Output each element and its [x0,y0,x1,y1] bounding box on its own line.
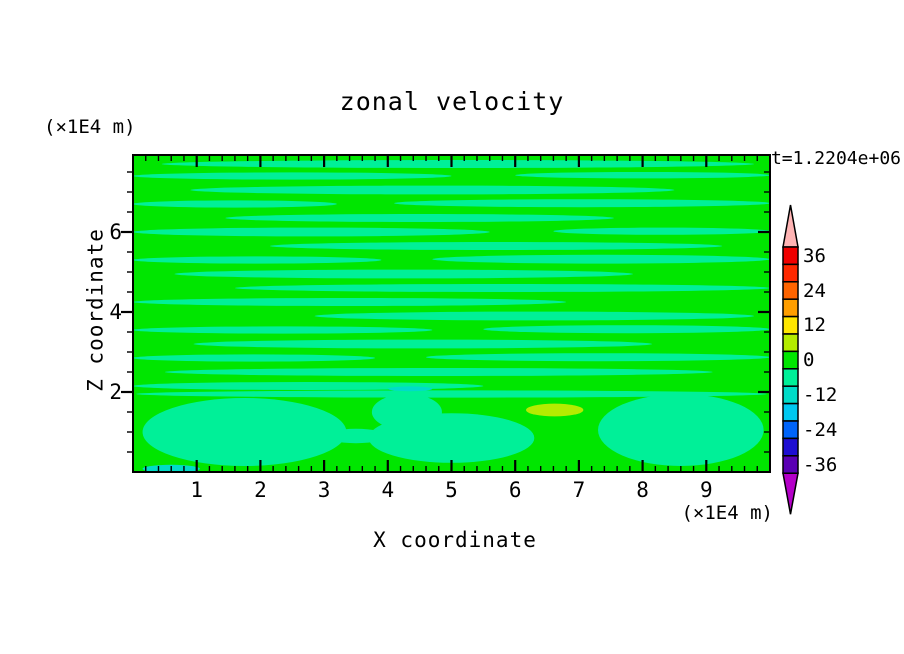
contour-band [164,368,713,376]
colorbar-tick-label: -24 [803,418,838,441]
contour-band [269,242,723,250]
colorbar-over-range-cap [782,204,799,248]
time-label: t=1.2204e+06 [770,148,901,169]
colorbar-segment [782,385,799,405]
colorbar-segment [782,315,799,335]
x-axis-title: X coordinate [373,528,537,552]
plot-title: zonal velocity [339,87,565,116]
colorbar-segment [782,246,799,266]
colorbar [782,204,799,515]
colorbar-segment [782,263,799,283]
contour-band [133,326,433,334]
colorbar-segment [782,281,799,300]
contour-band [432,254,770,264]
colorbar-segment [782,368,799,387]
colorbar-under-range-cap [782,472,799,515]
colorbar-segment [782,298,799,318]
contour-band [515,172,770,179]
contour-band [133,200,337,208]
x-tick-label: 3 [317,478,331,502]
colorbar-tick-label: 36 [803,244,826,267]
contour-band [190,185,675,195]
x-tick-label: 1 [190,478,204,502]
colorbar-segment [782,437,799,457]
contour-band [387,386,433,392]
colorbar-segment [782,350,799,370]
x-tick-label: 4 [381,478,395,502]
colorbar-segment [782,420,799,440]
x-tick-label: 7 [572,478,586,502]
contour-band [426,353,770,362]
contour-band [371,394,442,430]
contour-band [133,298,567,306]
contour-band [133,227,490,237]
contour-band [133,172,452,180]
contour-band [161,160,755,168]
x-tick-label: 5 [445,478,458,502]
contour-band [526,403,584,417]
x-tick-label: 6 [508,478,522,502]
z-tick-label: 2 [109,380,122,404]
x-axis-unit-label: (×1E4 m) [681,502,773,524]
contour-band [394,199,770,208]
colorbar-segment [782,402,799,422]
contour-band [598,394,764,466]
plot-field [133,155,770,472]
z-tick-label: 6 [109,220,122,244]
colorbar-tick-label: 12 [803,314,826,337]
axis-ticks [121,156,769,471]
contour-band [142,398,347,466]
contour-band [483,325,770,334]
x-tick-label: 9 [699,478,713,502]
z-tick-label: 4 [109,300,122,324]
plot-border [132,154,771,473]
contour-band [136,390,767,398]
contour-band [133,354,376,362]
contour-band [234,284,770,292]
contour-band [225,214,614,222]
colorbar-tick-label: -36 [803,453,838,476]
colorbar-segment [782,455,799,474]
colorbar-tick-label: -12 [803,383,838,406]
contour-band [133,256,382,264]
contour-band [314,311,755,321]
colorbar-segment [782,333,799,353]
contour-band [553,227,770,235]
contour-band [174,269,634,279]
colorbar-tick-label: 0 [803,349,815,372]
x-tick-label: 2 [254,478,267,502]
y-axis-unit-label: (×1E4 m) [44,116,136,138]
contour-band [193,339,653,349]
x-tick-label: 8 [636,478,649,502]
colorbar-tick-label: 24 [803,279,826,302]
